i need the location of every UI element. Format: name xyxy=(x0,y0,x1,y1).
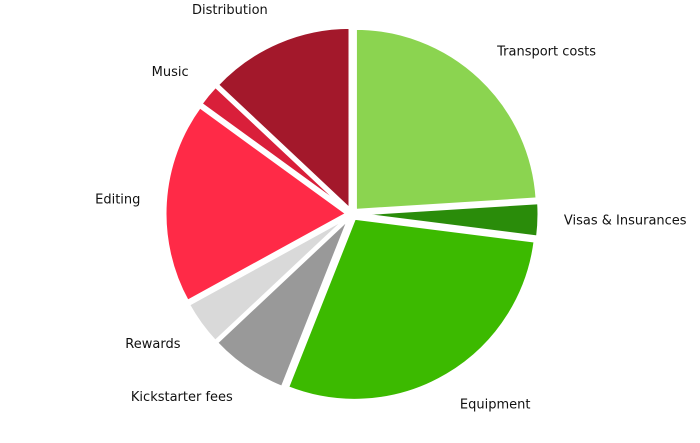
slice-label: Rewards xyxy=(125,337,180,352)
slice-label: Equipment xyxy=(460,398,531,413)
pie-slice xyxy=(186,215,349,344)
pie-slice xyxy=(214,217,351,390)
pie-slice xyxy=(356,201,541,239)
slice-label: Visas & Insurances xyxy=(564,213,687,228)
pie-slice xyxy=(198,84,350,213)
slice-label: Music xyxy=(152,65,189,80)
pie-slice xyxy=(215,25,352,213)
slice-label: Editing xyxy=(95,193,140,208)
slice-label: Transport costs xyxy=(496,45,596,60)
pie-slice xyxy=(163,104,350,304)
pie-slice xyxy=(353,26,539,212)
slice-label: Distribution xyxy=(192,3,268,18)
pie-slice xyxy=(285,216,537,402)
slice-label: Kickstarter fees xyxy=(131,390,233,405)
